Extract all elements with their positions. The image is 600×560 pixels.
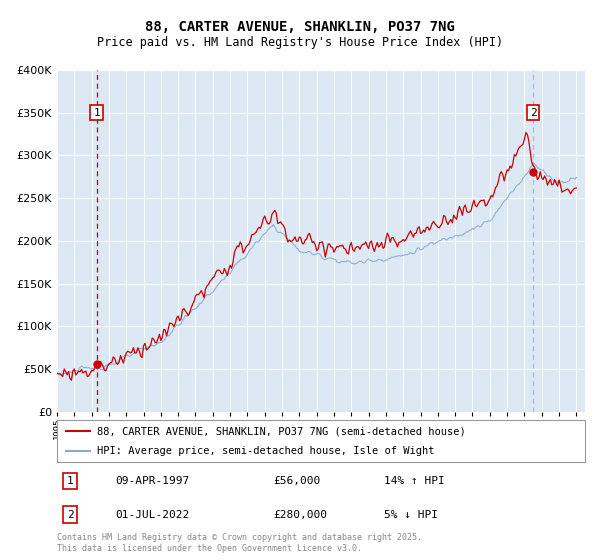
- Text: £56,000: £56,000: [274, 476, 321, 486]
- FancyBboxPatch shape: [57, 420, 585, 462]
- Text: 1: 1: [67, 476, 74, 486]
- Text: Price paid vs. HM Land Registry's House Price Index (HPI): Price paid vs. HM Land Registry's House …: [97, 36, 503, 49]
- Text: £280,000: £280,000: [274, 510, 328, 520]
- Text: 2: 2: [530, 108, 536, 118]
- Text: 1: 1: [93, 108, 100, 118]
- Text: 88, CARTER AVENUE, SHANKLIN, PO37 7NG (semi-detached house): 88, CARTER AVENUE, SHANKLIN, PO37 7NG (s…: [97, 426, 466, 436]
- Text: 5% ↓ HPI: 5% ↓ HPI: [385, 510, 439, 520]
- Text: Contains HM Land Registry data © Crown copyright and database right 2025.
This d: Contains HM Land Registry data © Crown c…: [57, 533, 422, 553]
- Text: 01-JUL-2022: 01-JUL-2022: [115, 510, 190, 520]
- Text: 88, CARTER AVENUE, SHANKLIN, PO37 7NG: 88, CARTER AVENUE, SHANKLIN, PO37 7NG: [145, 20, 455, 34]
- Text: 09-APR-1997: 09-APR-1997: [115, 476, 190, 486]
- Text: 14% ↑ HPI: 14% ↑ HPI: [385, 476, 445, 486]
- Text: HPI: Average price, semi-detached house, Isle of Wight: HPI: Average price, semi-detached house,…: [97, 446, 434, 456]
- Text: 2: 2: [67, 510, 74, 520]
